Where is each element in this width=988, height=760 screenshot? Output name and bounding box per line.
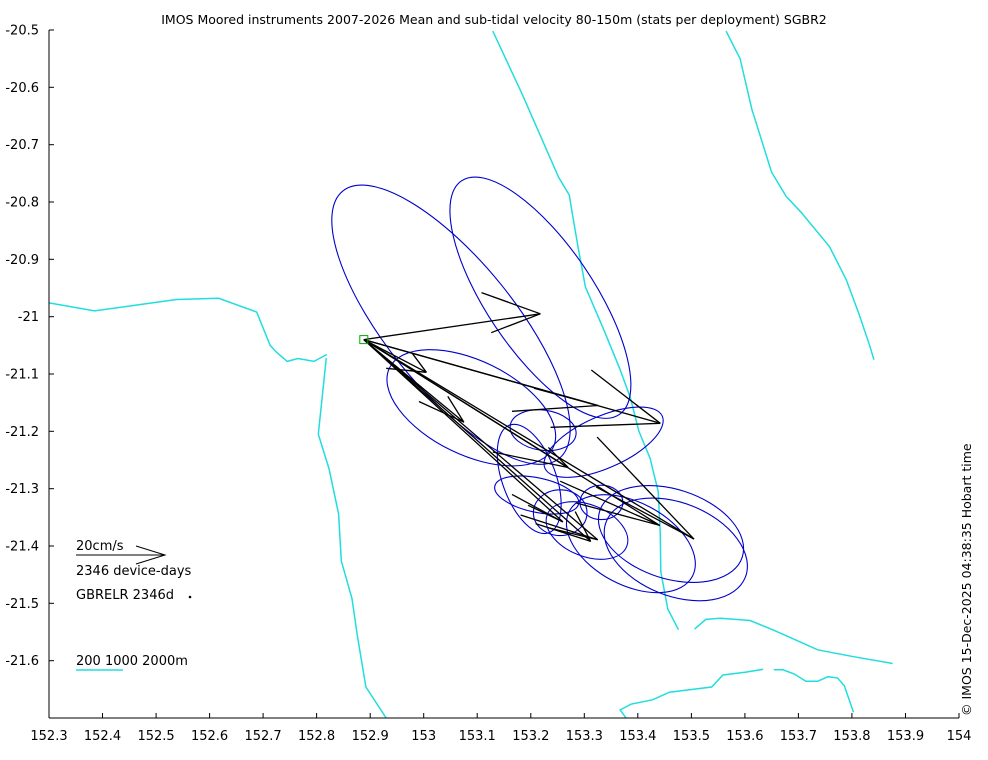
variance-ellipse bbox=[386, 349, 557, 467]
velocity-vector bbox=[386, 367, 427, 373]
credit-text: © IMOS 15-Dec-2025 04:38:35 Hobart time bbox=[959, 443, 974, 716]
x-tick-label: 153 bbox=[411, 729, 436, 744]
y-tick-label: -21.4 bbox=[5, 540, 39, 555]
y-tick-label: -21.3 bbox=[5, 482, 39, 497]
variance-ellipse bbox=[496, 423, 562, 535]
variance-ellipse bbox=[565, 494, 696, 594]
y-ticks: -20.5 -20.6 -20.7 -20.8 -20.9 -21 -21.1 -21.2 -2… bbox=[5, 24, 54, 669]
x-tick-label: 153.1 bbox=[459, 729, 496, 744]
variance-ellipse bbox=[449, 176, 632, 419]
x-tick-label: 153.3 bbox=[566, 729, 603, 744]
isobath-line bbox=[49, 297, 328, 363]
velocity-vector bbox=[576, 502, 660, 527]
site-label: GBRELR 2346d bbox=[76, 588, 174, 603]
y-tick-label: -20.5 bbox=[5, 24, 39, 39]
velocity-vector bbox=[363, 291, 541, 341]
velocity-vector bbox=[511, 404, 599, 412]
x-tick-label: 152.5 bbox=[137, 729, 174, 744]
velocity-vector bbox=[363, 339, 661, 526]
isobath-line bbox=[773, 669, 855, 713]
variance-ellipse bbox=[331, 184, 571, 465]
vector-layer bbox=[363, 291, 695, 543]
variance-ellipse bbox=[543, 406, 664, 478]
velocity-vector bbox=[535, 522, 591, 543]
x-tick-label: 152.4 bbox=[84, 729, 121, 744]
scale-arrowhead bbox=[135, 545, 167, 565]
y-tick-label: -20.6 bbox=[5, 81, 39, 96]
x-tick-label: 153.5 bbox=[673, 729, 710, 744]
x-tick-label: 153.8 bbox=[833, 729, 870, 744]
isobath-layer bbox=[49, 30, 893, 718]
velocity-vector bbox=[363, 339, 599, 541]
x-tick-label: 153.4 bbox=[619, 729, 656, 744]
y-tick-label: -21.1 bbox=[5, 368, 39, 383]
isobath-line bbox=[492, 30, 680, 631]
variance-ellipse bbox=[603, 497, 748, 602]
velocity-vector bbox=[527, 504, 564, 523]
site-legend-dot bbox=[188, 595, 192, 599]
x-tick-label: 154 bbox=[947, 729, 972, 744]
bathy-label: 200 1000 2000m bbox=[76, 654, 188, 669]
axes bbox=[48, 30, 959, 719]
y-tick-label: -21.6 bbox=[5, 654, 39, 669]
x-tick-label: 153.9 bbox=[887, 729, 924, 744]
chart-title: IMOS Moored instruments 2007-2026 Mean a… bbox=[161, 12, 827, 27]
isobath-line bbox=[619, 668, 764, 718]
x-ticks: 152.3 152.4 152.5 152.6 152.7 152.8 152.9 153 15… bbox=[30, 713, 971, 744]
y-tick-label: -21 bbox=[18, 310, 39, 325]
x-tick-label: 152.9 bbox=[352, 729, 389, 744]
x-tick-label: 153.6 bbox=[726, 729, 763, 744]
legend: 20cm/s 2346 device-days GBRELR 2346d 200… bbox=[76, 539, 192, 671]
x-tick-label: 153.2 bbox=[512, 729, 549, 744]
days-label: 2346 device-days bbox=[76, 564, 192, 579]
variance-ellipse bbox=[597, 485, 745, 583]
isobath-line bbox=[694, 617, 893, 665]
x-tick-label: 152.7 bbox=[244, 729, 281, 744]
isobath-line bbox=[317, 357, 388, 718]
site-layer bbox=[359, 335, 369, 345]
y-tick-label: -20.8 bbox=[5, 196, 39, 211]
site-marker bbox=[359, 335, 369, 345]
x-tick-label: 152.8 bbox=[298, 729, 335, 744]
velocity-vector bbox=[547, 446, 569, 468]
y-tick-label: -20.9 bbox=[5, 253, 39, 268]
y-tick-label: -21.5 bbox=[5, 597, 39, 612]
scale-label: 20cm/s bbox=[76, 539, 124, 554]
x-tick-label: 153.7 bbox=[780, 729, 817, 744]
y-tick-label: -21.2 bbox=[5, 425, 39, 440]
velocity-vector bbox=[363, 339, 592, 542]
y-tick-label: -20.7 bbox=[5, 138, 39, 153]
velocity-vector bbox=[550, 422, 661, 428]
x-tick-label: 152.6 bbox=[191, 729, 228, 744]
x-tick-label: 152.3 bbox=[30, 729, 67, 744]
isobath-line bbox=[725, 30, 875, 360]
velocity-vector bbox=[490, 313, 541, 334]
variance-ellipse bbox=[532, 489, 588, 537]
